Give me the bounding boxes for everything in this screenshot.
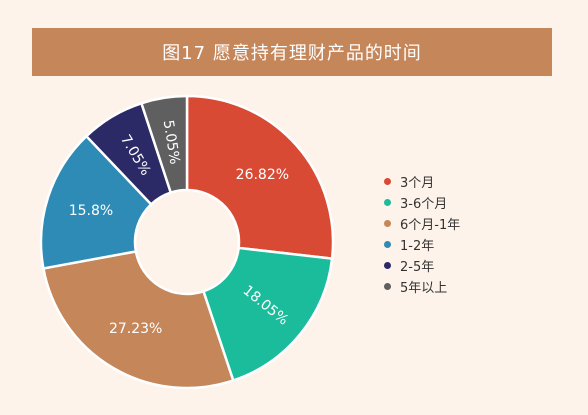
- donut-slice: [39, 134, 153, 270]
- legend-item: 3个月: [384, 171, 460, 192]
- legend-swatch: [384, 178, 391, 185]
- legend-label: 5年以上: [400, 281, 448, 296]
- legend-item: 2-5年: [384, 255, 460, 276]
- chart-title: 图17 愿意持有理财产品的时间: [162, 43, 422, 64]
- donut-slice: [41, 249, 235, 390]
- legend-swatch: [384, 220, 391, 227]
- legend-swatch: [384, 241, 391, 248]
- legend-item: 5年以上: [384, 276, 460, 297]
- legend-label: 3个月: [400, 176, 435, 191]
- slice-value-label: 5.05%: [160, 119, 183, 165]
- legend-item: 1-2年: [384, 234, 460, 255]
- title-bar: 图17 愿意持有理财产品的时间: [32, 28, 552, 76]
- slice-value-label: 15.8%: [69, 203, 113, 219]
- donut-slices: [39, 94, 335, 390]
- legend-label: 1-2年: [400, 239, 435, 254]
- legend-swatch: [384, 262, 391, 269]
- legend-label: 6个月-1年: [400, 218, 461, 233]
- legend-swatch: [384, 199, 391, 206]
- donut-slice: [185, 94, 335, 261]
- legend-item: 6个月-1年: [384, 213, 460, 234]
- donut-slice: [201, 246, 334, 383]
- slice-value-label: 27.23%: [109, 321, 162, 337]
- donut-slice: [139, 94, 189, 195]
- slice-value-label: 26.82%: [236, 167, 289, 183]
- chart-legend: 3个月 3-6个月 6个月-1年 1-2年 2-5年 5年以上: [384, 171, 460, 297]
- legend-label: 2-5年: [400, 260, 435, 275]
- legend-swatch: [384, 283, 391, 290]
- legend-label: 3-6个月: [400, 197, 448, 212]
- legend-item: 3-6个月: [384, 192, 460, 213]
